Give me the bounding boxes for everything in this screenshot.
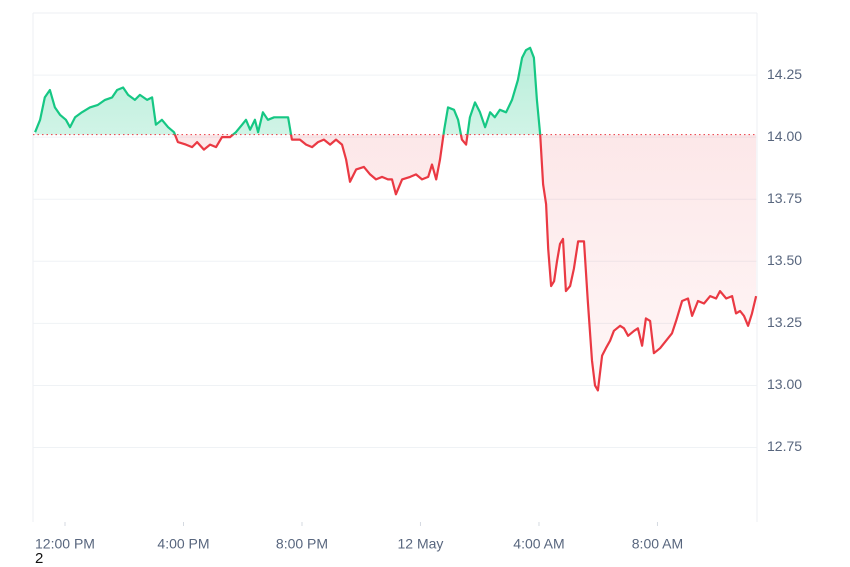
x-tick-label: 8:00 AM (632, 536, 683, 552)
x-tick-label: 4:00 PM (157, 536, 209, 552)
footer-note: 2 (35, 550, 44, 567)
y-tick-label: 13.00 (767, 376, 802, 392)
y-tick-label: 13.50 (767, 252, 802, 268)
x-tick-label: 12 May (398, 536, 444, 552)
price-area (35, 47, 757, 391)
y-tick-label: 13.75 (767, 190, 802, 206)
x-tick-label: 4:00 AM (513, 536, 564, 552)
price-line (34, 46, 758, 392)
x-tick-label: 8:00 PM (276, 536, 328, 552)
y-tick-label: 13.25 (767, 314, 802, 330)
y-tick-label: 14.25 (767, 66, 802, 82)
y-tick-label: 14.00 (767, 128, 802, 144)
x-tick-label: 12:00 PM (35, 536, 95, 552)
y-tick-label: 12.75 (767, 438, 802, 454)
